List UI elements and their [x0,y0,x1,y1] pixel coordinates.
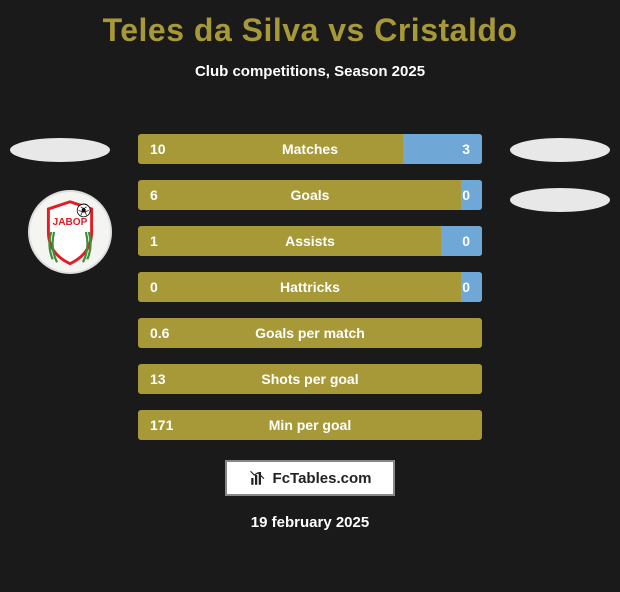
comparison-subtitle: Club competitions, Season 2025 [0,63,620,80]
player1-club-logo: JABOP [28,190,112,274]
stat-label: Min per goal [138,417,482,433]
stat-row: 10Assists [138,226,482,256]
stat-row: 13Shots per goal [138,364,482,394]
stat-row: 171Min per goal [138,410,482,440]
svg-text:JABOP: JABOP [53,217,88,228]
javor-shield-icon: JABOP [34,196,106,268]
date-text: 19 february 2025 [0,514,620,531]
stat-label: Goals per match [138,325,482,341]
stat-label: Goals [138,187,482,203]
player2-club-badge-placeholder-2 [510,188,610,212]
fctables-label: FcTables.com [273,470,372,487]
bar-chart-icon [249,469,267,487]
player2-club-badge-placeholder [510,138,610,162]
stat-row: 103Matches [138,134,482,164]
stat-row: 0.6Goals per match [138,318,482,348]
stat-label: Hattricks [138,279,482,295]
stat-row: 00Hattricks [138,272,482,302]
fctables-watermark: FcTables.com [225,460,395,496]
stat-label: Assists [138,233,482,249]
stat-label: Matches [138,141,482,157]
player1-club-badge-placeholder [10,138,110,162]
stat-row: 60Goals [138,180,482,210]
stat-label: Shots per goal [138,371,482,387]
stat-bars-container: 103Matches 60Goals 10Assists 00Hattricks 0.6… [138,134,482,456]
comparison-title: Teles da Silva vs Cristaldo [0,12,620,49]
